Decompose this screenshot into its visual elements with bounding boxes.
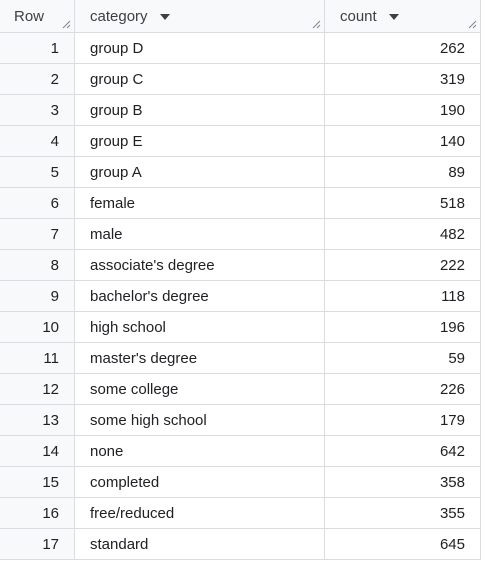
category-cell[interactable]: male [75, 219, 325, 249]
category-cell[interactable]: group E [75, 126, 325, 156]
row-number-cell: 4 [0, 126, 75, 156]
count-cell[interactable]: 140 [439, 132, 465, 150]
table-row[interactable]: 17 standard 645 [0, 528, 480, 559]
count-cell[interactable]: 196 [439, 318, 465, 336]
count-cell[interactable]: 59 [448, 349, 465, 367]
category-cell[interactable]: high school [75, 312, 325, 342]
table-header-row: Row category count [0, 0, 480, 32]
table-row[interactable]: 1 group D 262 [0, 32, 480, 63]
table-row[interactable]: 2 group C 319 [0, 63, 480, 94]
table-row[interactable]: 4 group E 140 [0, 125, 480, 156]
category-cell[interactable]: some high school [75, 405, 325, 435]
header-row-label: Row [14, 7, 45, 25]
count-cell[interactable]: 645 [439, 535, 465, 553]
row-number-cell: 15 [0, 467, 75, 497]
resize-handle-icon[interactable] [312, 20, 321, 29]
table-row[interactable]: 10 high school 196 [0, 311, 480, 342]
category-cell[interactable]: some college [75, 374, 325, 404]
table-row[interactable]: 16 free/reduced 355 [0, 497, 480, 528]
count-cell[interactable]: 118 [441, 287, 465, 305]
row-number-cell: 16 [0, 498, 75, 528]
count-cell[interactable]: 226 [439, 380, 465, 398]
table-body: 1 group D 262 2 group C 319 3 group B 190 4 group … [0, 32, 480, 559]
row-number-cell: 2 [0, 64, 75, 94]
category-cell[interactable]: group D [75, 33, 325, 63]
header-cell-count[interactable]: count [325, 0, 480, 32]
row-number-cell: 7 [0, 219, 75, 249]
count-cell[interactable]: 518 [439, 194, 465, 212]
row-number-cell: 14 [0, 436, 75, 466]
count-cell[interactable]: 179 [439, 411, 465, 429]
count-cell[interactable]: 642 [439, 442, 465, 460]
count-cell[interactable]: 358 [439, 473, 465, 491]
table-row[interactable]: 6 female 518 [0, 187, 480, 218]
caret-down-icon[interactable] [159, 13, 170, 20]
count-cell[interactable]: 355 [439, 504, 465, 522]
table-row[interactable]: 5 group A 89 [0, 156, 480, 187]
count-cell[interactable]: 262 [439, 39, 465, 57]
row-number-cell: 5 [0, 157, 75, 187]
row-number-cell: 6 [0, 188, 75, 218]
category-cell[interactable]: group B [75, 95, 325, 125]
table-row[interactable]: 7 male 482 [0, 218, 480, 249]
table-row[interactable]: 15 completed 358 [0, 466, 480, 497]
resize-handle-icon[interactable] [62, 20, 71, 29]
count-cell[interactable]: 89 [448, 163, 465, 181]
header-cell-category[interactable]: category [75, 0, 325, 32]
header-cell-row[interactable]: Row [0, 0, 75, 32]
count-cell[interactable]: 222 [439, 256, 465, 274]
category-cell[interactable]: group A [75, 157, 325, 187]
table-row[interactable]: 9 bachelor's degree 118 [0, 280, 480, 311]
results-table: Row category count 1 group D 262 2 group C 31… [0, 0, 481, 560]
table-row[interactable]: 14 none 642 [0, 435, 480, 466]
row-number-cell: 13 [0, 405, 75, 435]
row-number-cell: 10 [0, 312, 75, 342]
row-number-cell: 11 [0, 343, 75, 373]
table-row[interactable]: 3 group B 190 [0, 94, 480, 125]
table-row[interactable]: 13 some high school 179 [0, 404, 480, 435]
category-cell[interactable]: none [75, 436, 325, 466]
row-number-cell: 12 [0, 374, 75, 404]
category-cell[interactable]: completed [75, 467, 325, 497]
table-row[interactable]: 8 associate's degree 222 [0, 249, 480, 280]
category-cell[interactable]: bachelor's degree [75, 281, 325, 311]
category-cell[interactable]: master's degree [75, 343, 325, 373]
row-number-cell: 9 [0, 281, 75, 311]
header-count-label: count [340, 7, 377, 25]
count-cell[interactable]: 482 [439, 225, 465, 243]
category-cell[interactable]: associate's degree [75, 250, 325, 280]
count-cell[interactable]: 190 [439, 101, 465, 119]
category-cell[interactable]: standard [75, 529, 325, 559]
table-row[interactable]: 11 master's degree 59 [0, 342, 480, 373]
header-category-label: category [90, 7, 148, 25]
row-number-cell: 8 [0, 250, 75, 280]
row-number-cell: 3 [0, 95, 75, 125]
row-number-cell: 1 [0, 33, 75, 63]
category-cell[interactable]: female [75, 188, 325, 218]
category-cell[interactable]: group C [75, 64, 325, 94]
resize-handle-icon[interactable] [468, 20, 477, 29]
table-row[interactable]: 12 some college 226 [0, 373, 480, 404]
category-cell[interactable]: free/reduced [75, 498, 325, 528]
caret-down-icon[interactable] [388, 13, 399, 20]
count-cell[interactable]: 319 [439, 70, 465, 88]
row-number-cell: 17 [0, 529, 75, 559]
